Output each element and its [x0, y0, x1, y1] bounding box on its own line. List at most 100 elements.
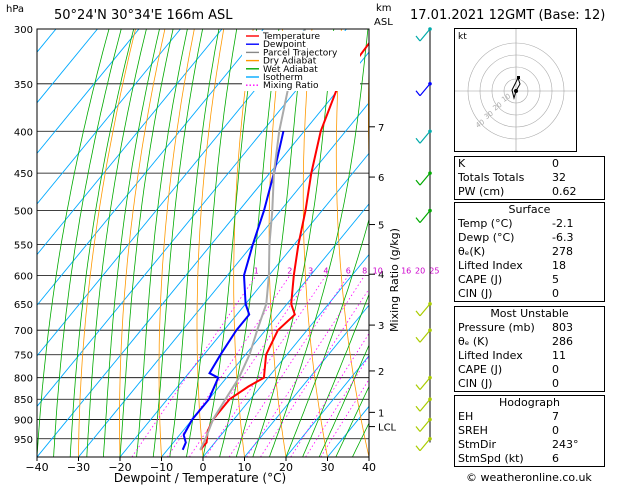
x-tick-label: −20 — [108, 461, 131, 474]
wet-adiabat-line — [252, 29, 335, 457]
pressure-tick-label: 550 — [14, 240, 33, 251]
unstable-row: Lifted Index 11 — [455, 349, 604, 363]
wind-barb — [419, 329, 431, 343]
index-row-pw: PW (cm) 0.62 — [455, 185, 604, 199]
hodograph-ring-label: 10 — [500, 92, 512, 104]
hodo-row: StmDir 243° — [455, 438, 604, 452]
wind-barb-flag — [415, 336, 421, 343]
wind-barb-flag — [415, 137, 421, 144]
value: 278 — [552, 245, 573, 258]
isotherm-line — [37, 29, 223, 256]
isotherm-line — [37, 29, 98, 104]
value: 0 — [552, 287, 559, 300]
mixing-ratio-label: 4 — [323, 266, 328, 275]
pressure-tick-label: 700 — [14, 326, 33, 337]
value: 803 — [552, 321, 573, 334]
mixing-ratio-line — [131, 275, 257, 457]
wind-barb-dot — [428, 208, 432, 213]
mixing-ratio-axis-label: Mixing Ratio (g/kg) — [388, 228, 401, 332]
km-tick-label: 3 — [378, 321, 384, 332]
dry-adiabat-line — [233, 29, 254, 457]
unstable-row: Pressure (mb) 803 — [455, 321, 604, 335]
x-tick-label: 40 — [362, 461, 376, 474]
surface-row: CAPE (J) 5 — [455, 273, 604, 287]
mixing-ratio-label: 2 — [287, 266, 292, 275]
wind-barb — [419, 172, 431, 186]
surface-row: θₑ(K) 278 — [455, 245, 604, 259]
series-line — [199, 29, 306, 451]
label: Lifted Index — [458, 349, 523, 362]
km-tick-label: 6 — [378, 173, 384, 184]
series-line — [181, 131, 285, 451]
wind-barb-flag — [415, 384, 421, 391]
hodograph-title: Hodograph — [499, 396, 560, 409]
value: 0 — [552, 363, 559, 376]
wet-adiabat-line — [152, 29, 203, 457]
value: 0 — [552, 377, 559, 390]
value: -6.3 — [552, 231, 574, 244]
x-tick-label: 10 — [238, 461, 252, 474]
label: Lifted Index — [458, 259, 523, 272]
label: EH — [458, 410, 474, 423]
wind-barb-flag — [415, 405, 421, 412]
wet-adiabat-line — [169, 29, 220, 457]
mixing-ratio-label: 3 — [308, 266, 313, 275]
legend-label: Mixing Ratio — [263, 81, 319, 91]
mixing-ratio-label: 16 — [401, 266, 411, 275]
pressure-tick-label: 650 — [14, 300, 33, 311]
wind-barb-flag — [415, 179, 421, 186]
pressure-tick-label: 350 — [14, 80, 33, 91]
label: CAPE (J) — [458, 273, 503, 286]
label: CIN (J) — [458, 287, 493, 300]
wind-barb-dot — [428, 171, 432, 175]
isotherm-line — [244, 304, 369, 457]
wet-adiabat-line — [318, 344, 369, 457]
wind-barb-dot — [428, 302, 432, 306]
value: -2.1 — [552, 217, 574, 230]
value: 286 — [552, 335, 573, 348]
wet-adiabat-line — [235, 29, 305, 457]
wind-barb — [419, 28, 431, 42]
value: 11 — [552, 349, 566, 362]
dry-adiabat-line — [78, 29, 136, 457]
pressure-tick-label: 400 — [14, 127, 33, 138]
isotherm-line — [37, 51, 369, 457]
mixing-ratio-line — [205, 275, 327, 457]
copyright-footer[interactable]: © weatheronline.co.uk — [466, 471, 592, 484]
hodograph-unit-label: kt — [458, 32, 467, 42]
wind-barb-flag — [415, 90, 421, 97]
surface-title: Surface — [508, 203, 551, 216]
wet-adiabat-line — [186, 29, 238, 457]
mixing-ratio-line — [228, 275, 349, 457]
wind-barb — [419, 130, 431, 144]
wind-barb-dot — [428, 27, 432, 31]
pressure-unit-label: hPa — [6, 4, 25, 15]
isotherm-line — [285, 355, 369, 457]
surface-row: Lifted Index 18 — [455, 259, 604, 273]
dry-adiabat-line — [399, 29, 452, 457]
hodograph-ring-label: 40 — [474, 118, 486, 130]
km-tick-label: 5 — [378, 221, 384, 232]
unstable-row: θₑ (K) 286 — [455, 335, 604, 349]
x-tick-label: 0 — [200, 461, 207, 474]
legend-label: Dry Adiabat — [263, 57, 317, 67]
value: 32 — [552, 171, 566, 184]
unstable-row: CIN (J) 0 — [455, 377, 604, 391]
label: Dewp (°C) — [458, 231, 515, 244]
pressure-tick-label: 300 — [14, 25, 33, 36]
isotherm-line — [37, 29, 347, 408]
datetime-title: 17.01.2021 12GMT (Base: 12) — [410, 8, 606, 23]
x-axis-label: Dewpoint / Temperature (°C) — [114, 471, 286, 485]
wind-barb — [419, 83, 431, 97]
hodograph-storm-motion — [514, 89, 518, 93]
pressure-tick-label: 850 — [14, 395, 33, 406]
unstable-table: Most Unstable Pressure (mb) 803 θₑ (K) 286… — [454, 306, 605, 392]
label: Temp (°C) — [458, 217, 513, 230]
surface-row: CIN (J) 0 — [455, 287, 604, 301]
wind-barb — [419, 438, 431, 452]
pressure-tick-label: 950 — [14, 435, 33, 446]
legend-label: Isotherm — [263, 73, 303, 83]
isotherm-line — [161, 203, 369, 457]
